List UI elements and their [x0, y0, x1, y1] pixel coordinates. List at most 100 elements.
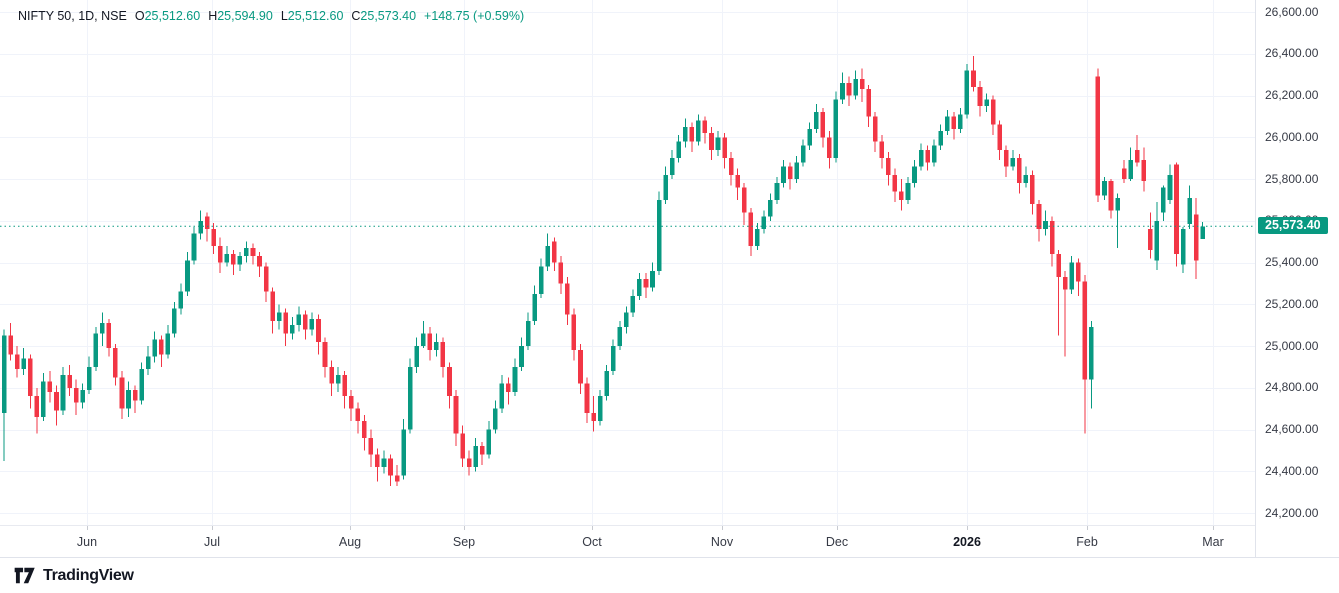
candle: [846, 76, 852, 106]
candle: [755, 222, 760, 250]
candle: [565, 277, 570, 326]
candle: [761, 210, 767, 234]
candle: [191, 227, 197, 265]
candle: [237, 252, 243, 271]
candle: [211, 222, 216, 255]
legend-open: O25,512.60: [134, 9, 201, 23]
candle: [617, 320, 623, 351]
candle: [244, 241, 249, 263]
time-axis-tick: [87, 526, 88, 530]
time-axis-tick: [464, 526, 465, 530]
candle: [525, 312, 531, 351]
candle: [794, 156, 799, 184]
candle: [899, 179, 904, 211]
candle: [715, 130, 721, 157]
candle: [735, 168, 740, 200]
candle: [597, 389, 603, 426]
candle: [1095, 68, 1101, 202]
candle: [355, 402, 361, 434]
candle: [47, 371, 53, 403]
candle: [231, 249, 236, 276]
candle: [643, 272, 649, 298]
candle: [624, 306, 629, 334]
candle: [283, 308, 288, 347]
candle: [741, 183, 747, 225]
candle: [1023, 166, 1029, 188]
symbol-legend[interactable]: NIFTY 50, 1D, NSE O25,512.60 H25,594.90 …: [18, 8, 524, 24]
candle: [145, 346, 151, 376]
time-axis[interactable]: Jun Jul Aug Sep Oct Nov Dec 2026 Feb Mar: [0, 525, 1255, 557]
candles-layer: [1, 55, 1205, 486]
price-axis-label: 24,600.00: [1265, 422, 1319, 436]
candle: [348, 389, 354, 422]
candle: [1148, 212, 1153, 259]
candle: [73, 379, 79, 415]
candle: [532, 285, 537, 326]
candle: [1, 329, 7, 461]
candle: [479, 442, 485, 465]
candle: [1036, 199, 1042, 242]
tradingview-logo-text[interactable]: TradingView: [43, 566, 134, 584]
candle: [270, 287, 275, 334]
time-axis-label: Jul: [204, 535, 220, 549]
candle: [158, 335, 164, 367]
candle: [859, 68, 865, 102]
candle: [1102, 176, 1107, 200]
price-axis-label: 25,200.00: [1265, 296, 1319, 311]
candle: [60, 366, 66, 415]
candle: [709, 126, 714, 161]
candle: [41, 373, 46, 422]
candle: [984, 93, 989, 113]
candle: [172, 302, 177, 338]
candle: [296, 306, 302, 332]
candle: [1069, 256, 1074, 294]
candle: [67, 364, 72, 397]
symbol-title[interactable]: NIFTY 50, 1D, NSE: [18, 9, 127, 23]
candle: [453, 389, 459, 447]
candle: [1017, 153, 1022, 194]
candle: [178, 283, 184, 315]
candle: [997, 120, 1002, 161]
candle: [886, 151, 891, 186]
time-axis-label: 2026: [953, 535, 981, 549]
time-axis-tick: [592, 526, 593, 530]
candle: [276, 304, 282, 330]
candle: [1089, 320, 1094, 409]
candle: [748, 208, 754, 257]
candle: [440, 337, 446, 378]
candle: [309, 312, 315, 336]
candle: [250, 243, 256, 265]
candle: [663, 166, 668, 205]
time-axis-tick: [967, 526, 968, 530]
candle: [571, 308, 577, 361]
candle: [1062, 270, 1068, 357]
candle: [951, 112, 957, 140]
candle: [434, 333, 439, 357]
candle: [689, 122, 695, 152]
candle: [100, 312, 105, 347]
candle: [86, 356, 92, 395]
price-axis[interactable]: 25,573.40 24,200.00 24,400.00 24,600.00 24,…: [1255, 0, 1339, 557]
candle: [303, 310, 308, 340]
tradingview-logo-icon[interactable]: [14, 567, 36, 584]
price-axis-label: 26,200.00: [1265, 88, 1319, 102]
candle: [853, 70, 858, 100]
price-axis-label: 26,000.00: [1265, 129, 1319, 144]
candle: [1193, 197, 1199, 280]
candle: [807, 122, 812, 150]
candle: [958, 108, 963, 134]
candle: [538, 258, 544, 298]
candle: [682, 118, 688, 148]
candle: [427, 327, 433, 361]
candle: [1121, 160, 1127, 184]
candle: [578, 343, 583, 395]
price-axis-label: 24,400.00: [1265, 463, 1319, 478]
candle: [892, 168, 898, 202]
candle: [558, 256, 564, 294]
legend-change: +148.75 (+0.59%): [424, 9, 525, 23]
candle: [879, 135, 885, 169]
time-axis-tick: [350, 526, 351, 530]
candle: [119, 371, 125, 420]
candle: [584, 377, 590, 424]
chart-canvas[interactable]: [0, 0, 1255, 525]
